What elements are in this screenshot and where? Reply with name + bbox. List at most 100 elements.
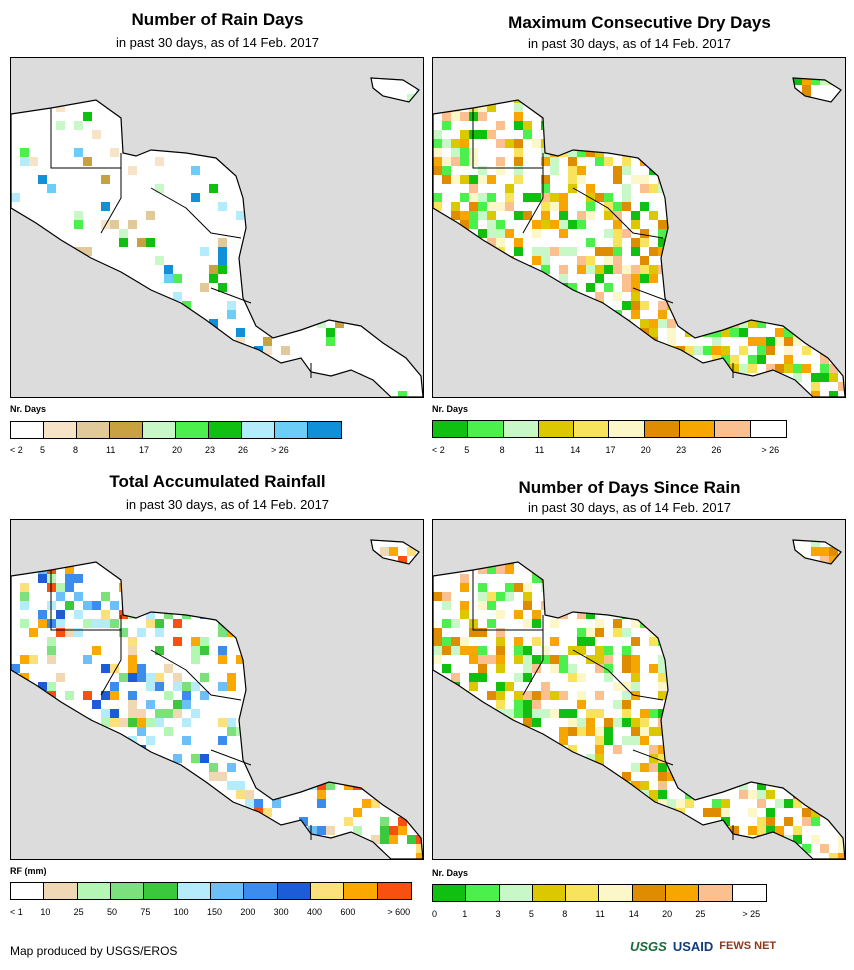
grid-cell xyxy=(613,781,622,790)
grid-cell xyxy=(460,67,469,76)
grid-cell xyxy=(703,310,712,319)
grid-cell xyxy=(604,247,613,256)
grid-cell xyxy=(820,319,829,328)
grid-cell xyxy=(721,346,730,355)
grid-cell xyxy=(541,319,550,328)
grid-cell xyxy=(407,139,416,148)
grid-cell xyxy=(775,256,784,265)
grid-cell xyxy=(299,556,308,565)
grid-cell xyxy=(344,763,353,772)
grid-cell xyxy=(290,610,299,619)
grid-cell xyxy=(155,808,164,817)
grid-cell xyxy=(119,763,128,772)
grid-cell xyxy=(38,94,47,103)
grid-cell xyxy=(739,655,748,664)
grid-cell xyxy=(11,229,20,238)
grid-cell xyxy=(730,85,739,94)
grid-cell xyxy=(487,67,496,76)
grid-cell xyxy=(110,709,119,718)
grid-cell xyxy=(478,67,487,76)
grid-cell xyxy=(712,592,721,601)
grid-cell xyxy=(164,112,173,121)
grid-cell xyxy=(487,193,496,202)
grid-cell xyxy=(694,700,703,709)
grid-cell xyxy=(685,540,694,547)
grid-cell xyxy=(433,529,442,538)
grid-cell xyxy=(433,691,442,700)
grid-cell xyxy=(757,193,766,202)
grid-cell xyxy=(685,121,694,130)
grid-cell xyxy=(272,540,281,547)
grid-cell xyxy=(568,835,577,844)
grid-cell xyxy=(119,718,128,727)
grid-cell xyxy=(577,691,586,700)
grid-cell xyxy=(631,301,640,310)
grid-cell xyxy=(263,637,272,646)
grid-cell xyxy=(685,664,694,673)
grid-cell xyxy=(604,529,613,538)
grid-cell xyxy=(263,682,272,691)
grid-cell xyxy=(182,844,191,853)
grid-cell xyxy=(29,754,38,763)
grid-cell xyxy=(514,112,523,121)
grid-cell xyxy=(416,808,423,817)
grid-cell xyxy=(254,808,263,817)
grid-cell xyxy=(712,826,721,835)
grid-cell xyxy=(442,121,451,130)
grid-cell xyxy=(631,592,640,601)
grid-cell xyxy=(703,391,712,397)
grid-cell xyxy=(631,673,640,682)
grid-cell xyxy=(829,157,838,166)
grid-cell xyxy=(164,529,173,538)
grid-cell xyxy=(344,220,353,229)
grid-cell xyxy=(613,319,622,328)
grid-cell xyxy=(371,601,380,610)
grid-cell xyxy=(640,121,649,130)
grid-cell xyxy=(281,583,290,592)
grid-cell xyxy=(640,835,649,844)
grid-cell xyxy=(640,709,649,718)
grid-cell xyxy=(838,727,845,736)
grid-cell xyxy=(74,754,83,763)
grid-cell xyxy=(128,637,137,646)
grid-cell xyxy=(604,94,613,103)
legend-tick-label: 11 xyxy=(595,909,605,919)
grid-cell xyxy=(523,718,532,727)
grid-cell xyxy=(811,238,820,247)
grid-cell xyxy=(532,391,541,397)
grid-cell xyxy=(155,628,164,637)
grid-cell xyxy=(505,844,514,853)
grid-cell xyxy=(577,328,586,337)
grid-cell xyxy=(631,574,640,583)
grid-cell xyxy=(460,817,469,826)
grid-cell xyxy=(640,184,649,193)
grid-cell xyxy=(469,85,478,94)
grid-cell xyxy=(766,184,775,193)
grid-cell xyxy=(263,646,272,655)
grid-cell xyxy=(802,85,811,94)
grid-cell xyxy=(523,283,532,292)
grid-cell xyxy=(802,220,811,229)
grid-cell xyxy=(442,166,451,175)
grid-cell xyxy=(128,166,137,175)
grid-cell xyxy=(541,763,550,772)
grid-cell xyxy=(469,520,478,529)
grid-cell xyxy=(362,211,371,220)
grid-cell xyxy=(460,319,469,328)
grid-cell xyxy=(92,646,101,655)
grid-cell xyxy=(146,817,155,826)
grid-cell xyxy=(838,646,845,655)
grid-cell xyxy=(784,319,793,328)
grid-cell xyxy=(460,781,469,790)
grid-cell xyxy=(649,835,658,844)
grid-cell xyxy=(541,112,550,121)
grid-cell xyxy=(640,540,649,547)
grid-cell xyxy=(694,85,703,94)
grid-cell xyxy=(128,547,137,556)
grid-cell xyxy=(685,763,694,772)
grid-cell xyxy=(577,94,586,103)
panel-1-title: Number of Rain Days xyxy=(131,10,304,29)
grid-cell xyxy=(730,211,739,220)
grid-cell xyxy=(496,565,505,574)
grid-cell xyxy=(667,529,676,538)
